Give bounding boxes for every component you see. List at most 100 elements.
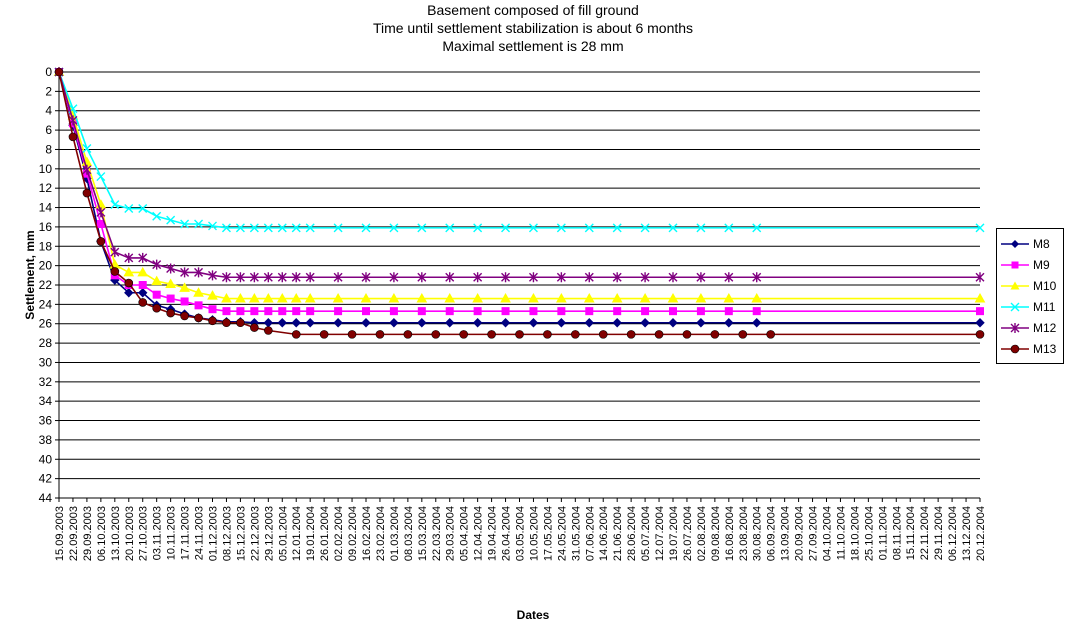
chart-legend: M8 M9 M10 M11 M12 M13 <box>996 228 1064 364</box>
data-point-m13 <box>68 132 78 142</box>
x-tick-label: 20.09.2004 <box>794 506 806 561</box>
x-tick-label: 29.03.2004 <box>445 506 457 561</box>
data-point-m12 <box>584 272 594 283</box>
y-tick-label: 18 <box>39 239 53 253</box>
data-point-m11 <box>724 223 734 233</box>
data-point-m9 <box>557 307 566 316</box>
data-point-m13 <box>375 330 385 339</box>
x-tick-label: 04.10.2004 <box>822 506 834 561</box>
x-tick-label: 12.07.2004 <box>654 506 666 561</box>
y-tick-label: 42 <box>39 472 53 486</box>
data-point-m11 <box>668 223 678 233</box>
x-tick-label: 17.11.2003 <box>180 506 192 560</box>
data-point-m12 <box>696 272 706 283</box>
data-point-m9 <box>166 294 175 303</box>
x-tick-label: 19.01.2004 <box>305 506 317 561</box>
x-tick-label: 13.10.2003 <box>110 506 122 561</box>
data-point-m9 <box>180 297 189 306</box>
data-point-m9 <box>362 307 370 316</box>
data-point-m9 <box>194 301 203 310</box>
data-point-m11 <box>389 223 399 233</box>
data-point-m12 <box>417 272 427 283</box>
data-point-m13 <box>710 330 720 339</box>
data-point-m13 <box>96 237 106 246</box>
data-point-m10 <box>500 293 511 303</box>
data-point-m12 <box>110 247 120 258</box>
y-tick-label: 16 <box>39 220 53 234</box>
data-point-m8 <box>556 318 567 328</box>
data-point-m8 <box>417 318 427 328</box>
x-tick-label: 09.08.2004 <box>710 506 722 561</box>
data-point-m11 <box>501 223 511 233</box>
legend-swatch-m12 <box>1001 323 1029 333</box>
data-point-m13 <box>110 267 120 276</box>
legend-swatch-m9 <box>1001 261 1029 269</box>
data-point-m11 <box>263 223 273 233</box>
y-tick-label: 44 <box>39 491 53 505</box>
data-point-m13 <box>264 326 273 335</box>
data-point-m8 <box>445 318 455 328</box>
data-point-m13 <box>543 330 552 339</box>
data-point-m9 <box>334 307 343 316</box>
x-tick-label: 03.11.2003 <box>152 506 164 560</box>
data-point-m11 <box>208 221 217 231</box>
data-point-m8 <box>361 318 371 328</box>
data-point-m10 <box>304 293 316 303</box>
y-tick-label: 4 <box>45 104 52 118</box>
data-point-m8 <box>528 318 539 328</box>
data-point-m9 <box>236 307 245 316</box>
data-point-m13 <box>738 330 748 339</box>
data-point-m12 <box>152 259 162 270</box>
data-point-m9 <box>208 305 217 314</box>
chart-title-line-3: Maximal settlement is 28 mm <box>442 38 624 54</box>
data-point-m12 <box>208 270 217 281</box>
x-tick-label: 01.12.2003 <box>208 506 220 561</box>
data-point-m12 <box>668 272 678 283</box>
data-point-m9 <box>264 307 273 316</box>
data-point-m13 <box>654 330 664 339</box>
legend-item-m10: M10 <box>997 277 1063 295</box>
x-tick-label: 02.02.2004 <box>333 506 345 561</box>
data-point-m10 <box>583 293 595 303</box>
x-axis-label: Dates <box>516 608 550 622</box>
legend-marker-m12 <box>1010 323 1020 333</box>
x-tick-label: 08.11.2004 <box>891 506 903 560</box>
data-point-m11 <box>166 215 176 225</box>
data-point-m11 <box>975 223 985 233</box>
data-point-m12 <box>501 272 511 283</box>
data-point-m8 <box>291 318 301 328</box>
data-point-m11 <box>473 223 483 233</box>
x-tick-label: 05.04.2004 <box>459 506 471 561</box>
y-tick-label: 40 <box>39 452 53 466</box>
data-point-m13 <box>766 330 775 339</box>
legend-label: M11 <box>1033 300 1056 314</box>
data-point-m13 <box>250 323 259 332</box>
data-point-m9 <box>696 307 705 316</box>
x-tick-label: 01.03.2004 <box>389 506 401 561</box>
data-point-m11 <box>584 223 594 233</box>
data-point-m10 <box>332 293 344 303</box>
legend-label: M9 <box>1033 258 1050 272</box>
data-point-m12 <box>752 272 762 283</box>
data-point-m10 <box>235 293 246 303</box>
data-point-m10 <box>723 293 735 303</box>
x-tick-label: 07.06.2004 <box>584 506 596 561</box>
data-point-m9 <box>641 307 650 316</box>
data-point-m13 <box>682 330 692 339</box>
x-tick-label: 24.05.2004 <box>556 506 568 561</box>
y-tick-label: 6 <box>45 123 52 137</box>
legend-marker-m13 <box>1010 344 1020 354</box>
data-point-m10 <box>276 293 288 303</box>
data-point-m10 <box>639 293 651 303</box>
data-point-m9 <box>306 307 315 316</box>
x-tick-label: 15.12.2003 <box>235 506 247 561</box>
data-point-m8 <box>472 318 483 328</box>
x-tick-label: 10.11.2003 <box>166 506 178 560</box>
x-tick-label: 02.08.2004 <box>696 506 708 561</box>
data-point-m12 <box>277 272 287 283</box>
x-tick-label: 06.12.2004 <box>947 506 959 561</box>
legend-marker-m10 <box>1010 281 1020 290</box>
data-point-m12 <box>263 272 273 283</box>
x-tick-label: 09.02.2004 <box>347 506 359 561</box>
data-point-m13 <box>291 330 301 339</box>
